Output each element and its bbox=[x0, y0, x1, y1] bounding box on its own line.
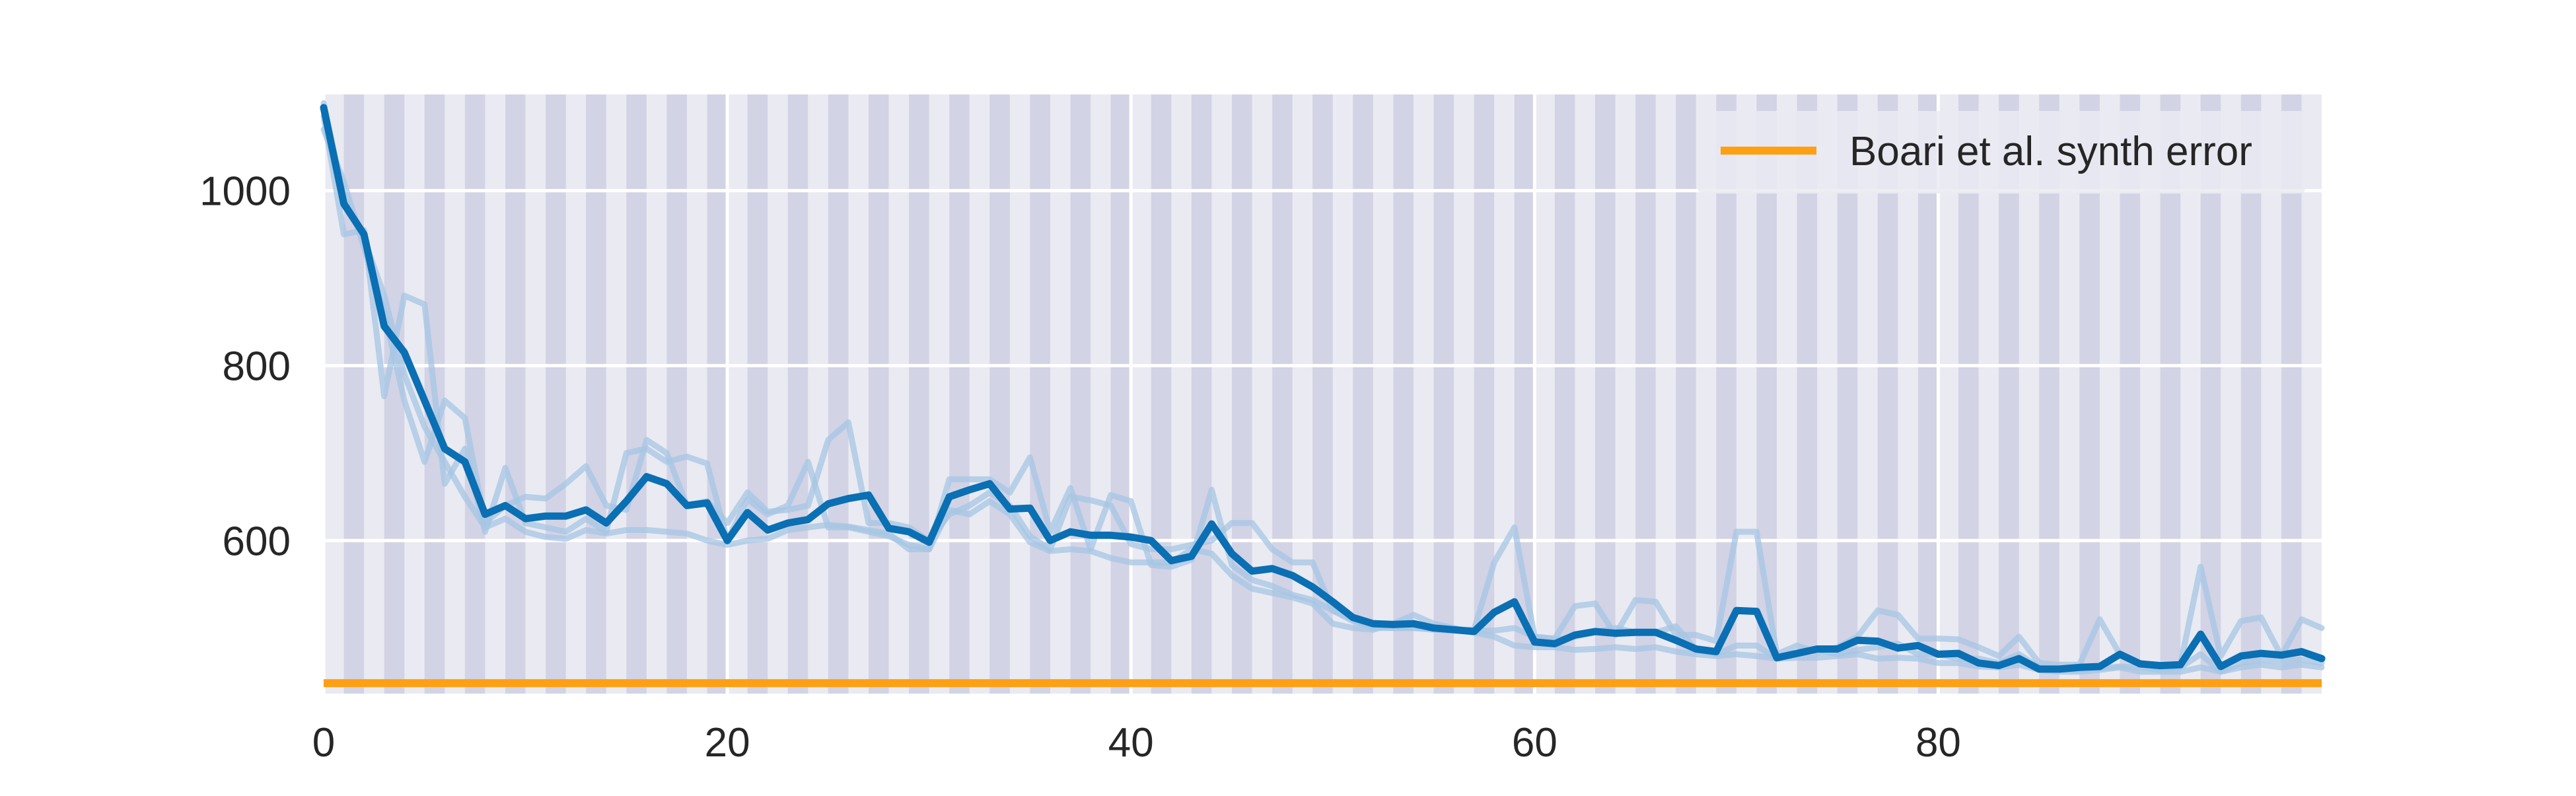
stripe-band bbox=[787, 94, 808, 694]
stripe-band bbox=[1676, 94, 1696, 694]
stripe-band bbox=[1837, 94, 1858, 694]
stripe-band bbox=[2240, 94, 2262, 694]
stripe-band bbox=[1433, 94, 1454, 694]
stripe-band bbox=[2120, 94, 2140, 694]
mean-series-group bbox=[320, 104, 2326, 673]
stripe-band bbox=[2281, 94, 2302, 694]
x-tick-label: 40 bbox=[1108, 720, 1154, 766]
x-tick-label: 60 bbox=[1512, 720, 1557, 766]
stripe-band bbox=[464, 94, 485, 694]
stripe-band bbox=[1958, 94, 1979, 694]
stripe-band bbox=[1110, 94, 1131, 694]
stripe-band bbox=[1353, 94, 1373, 694]
stripe-band bbox=[505, 94, 526, 694]
stripe-band bbox=[989, 94, 1010, 694]
stripe-band bbox=[949, 94, 970, 694]
run-line-1 bbox=[320, 113, 2325, 670]
stripe-band bbox=[1272, 94, 1293, 694]
stripe-band bbox=[1999, 94, 2019, 694]
x-axis-ticks: 0 20 40 60 80 bbox=[312, 720, 1961, 766]
stripe-band bbox=[1797, 94, 1818, 694]
stripe-band bbox=[909, 94, 929, 694]
stripe-band bbox=[2079, 94, 2100, 694]
stripe-band bbox=[828, 94, 849, 694]
stripe-bands bbox=[343, 94, 2302, 694]
stripe-band bbox=[1635, 94, 1656, 694]
grid-lines bbox=[322, 94, 2322, 694]
x-tick-label: 80 bbox=[1915, 720, 1961, 766]
stripe-band bbox=[2039, 94, 2059, 694]
y-tick-label: 800 bbox=[223, 344, 291, 389]
legend: Boari et al. synth error bbox=[1698, 111, 2305, 194]
stripe-band bbox=[666, 94, 687, 694]
stripe-band bbox=[1191, 94, 1212, 694]
mean-line bbox=[320, 104, 2326, 673]
stripe-band bbox=[747, 94, 768, 694]
stripe-band bbox=[1554, 94, 1575, 694]
y-tick-label: 600 bbox=[223, 519, 291, 564]
stripe-band bbox=[1917, 94, 1939, 694]
stripe-band bbox=[707, 94, 728, 694]
stripe-band bbox=[586, 94, 606, 694]
x-tick-label: 20 bbox=[705, 720, 750, 766]
stripe-band bbox=[2160, 94, 2181, 694]
stripe-band bbox=[1070, 94, 1091, 694]
stripe-band bbox=[1877, 94, 1898, 694]
x-tick-label: 0 bbox=[312, 720, 335, 766]
stripe-band bbox=[1393, 94, 1413, 694]
legend-label-reference: Boari et al. synth error bbox=[1849, 129, 2252, 174]
stripe-band bbox=[546, 94, 566, 694]
stripe-band bbox=[1030, 94, 1050, 694]
stripe-band bbox=[626, 94, 647, 694]
y-axis-ticks: 600 800 1000 bbox=[199, 169, 291, 565]
y-tick-label: 1000 bbox=[199, 169, 291, 215]
stripe-band bbox=[1595, 94, 1616, 694]
stripe-band bbox=[869, 94, 889, 694]
legend-box bbox=[1698, 111, 2305, 194]
stripe-band bbox=[1151, 94, 1172, 694]
stripe-band bbox=[1232, 94, 1252, 694]
